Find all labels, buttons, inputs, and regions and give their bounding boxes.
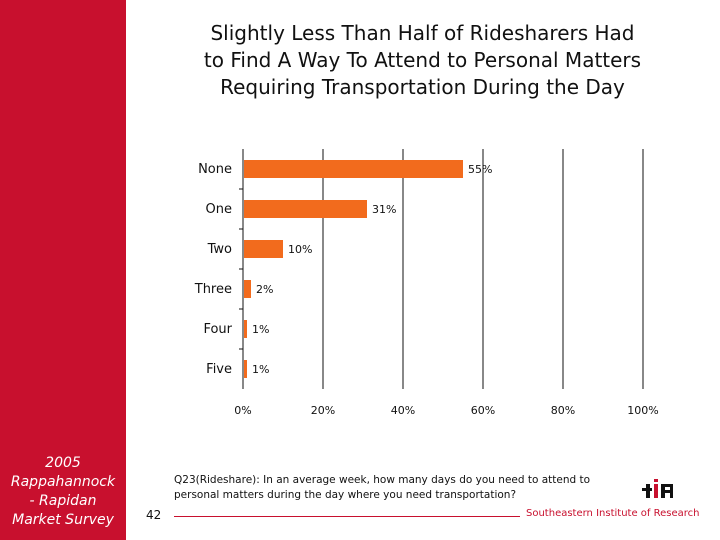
bar [244,160,463,178]
survey-question: Q23(Rideshare): In an average week, how … [174,474,591,501]
page-number: 42 [146,508,162,522]
chart-title-line: to Find A Way To Attend to Personal Matt… [203,48,642,72]
data-label: 10% [288,243,312,256]
x-tick-label: 20% [311,404,335,417]
category-label: Five [206,362,232,377]
survey-caption-line: 2005 [45,455,81,471]
survey-caption: 2005 Rappahannock - Rapidan Market Surve… [0,454,126,530]
bar [244,360,247,378]
data-label: 31% [372,203,396,216]
sir-logo-icon [642,479,673,498]
bar [244,200,367,218]
data-label: 1% [252,363,269,376]
data-label: 55% [468,163,492,176]
data-label: 1% [252,323,269,336]
x-tick-label: 0% [234,404,251,417]
sidebar-panel: 2005 Rappahannock - Rapidan Market Surve… [0,0,126,540]
bar [244,320,247,338]
chart-title: Slightly Less Than Half of Ridesharers H… [140,20,705,101]
x-tick-label: 100% [627,404,658,417]
x-tick-label: 40% [391,404,415,417]
category-label: Two [207,242,232,257]
category-label: One [206,202,232,217]
category-label: Four [203,322,232,337]
survey-caption-line: Rappahannock [10,474,116,490]
category-label: Three [194,282,232,297]
x-tick-label: 60% [471,404,495,417]
bar [244,240,283,258]
survey-caption-line: - Rapidan [29,493,97,509]
survey-caption-line: Market Survey [12,512,114,528]
data-label: 2% [256,283,273,296]
bar [244,280,251,298]
category-label: None [198,162,232,177]
x-tick-label: 80% [551,404,575,417]
chart-title-line: Requiring Transportation During the Day [220,75,625,99]
footer-divider [174,516,520,517]
organization-name: Southeastern Institute of Research [526,508,700,519]
chart-title-line: Slightly Less Than Half of Ridesharers H… [210,21,635,45]
